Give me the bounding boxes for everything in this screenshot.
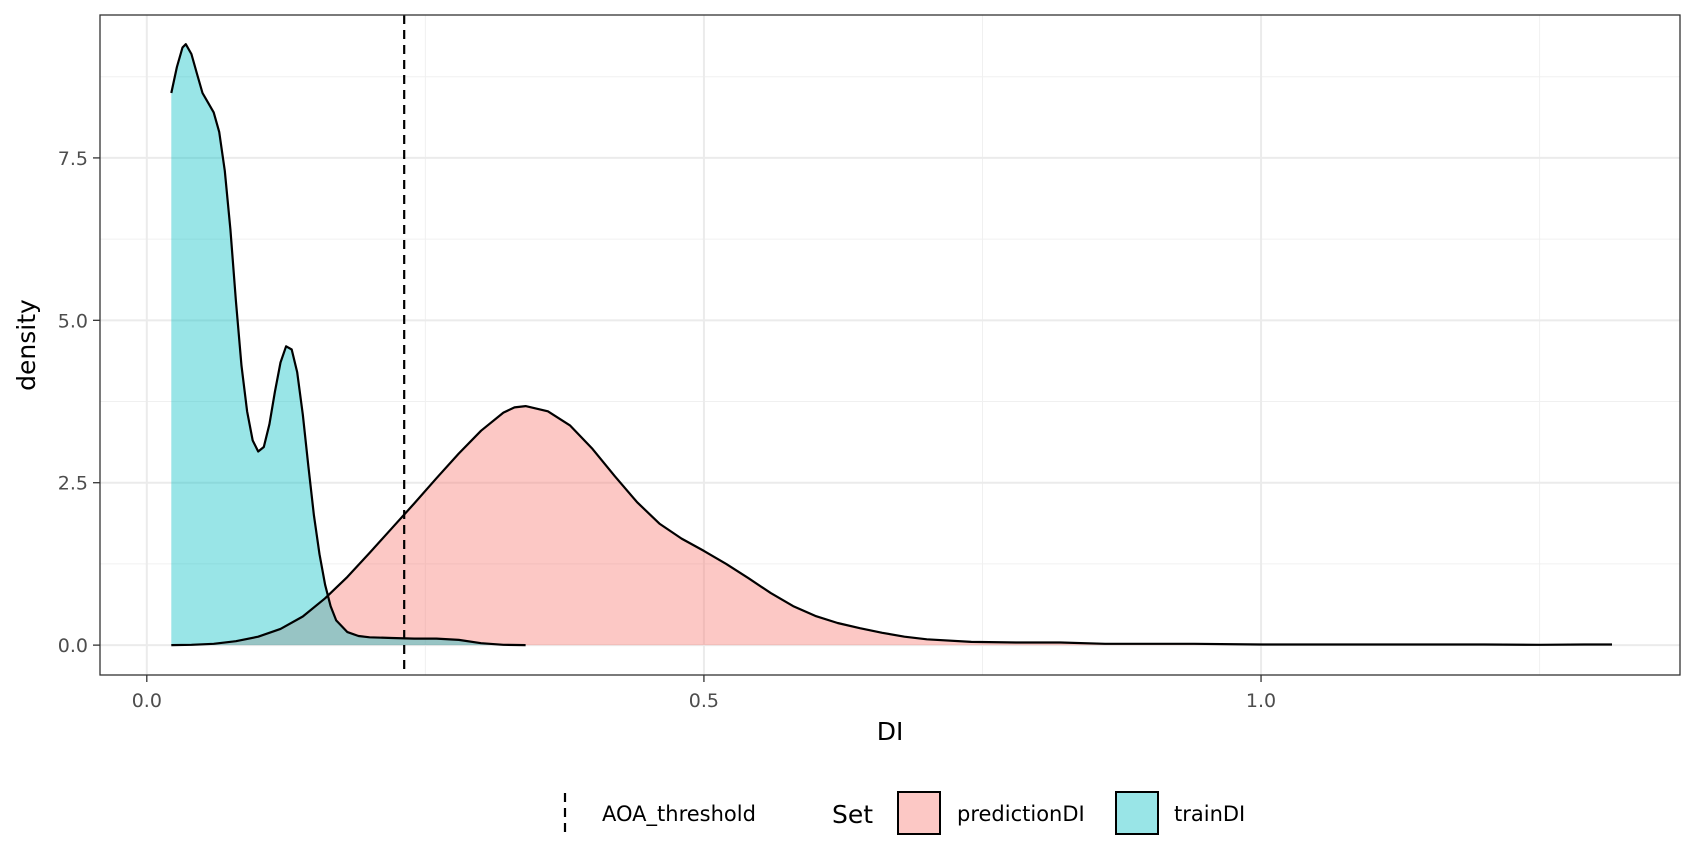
line-predictiondi xyxy=(171,405,1612,647)
legend-label-predictiondi: predictionDI xyxy=(957,802,1085,826)
panel-background xyxy=(100,15,1680,675)
y-tick-label: 7.5 xyxy=(58,148,88,170)
line-traindi xyxy=(170,43,526,647)
x-axis-title: DI xyxy=(877,717,904,746)
legend-title: Set xyxy=(832,800,873,829)
area-predictiondi xyxy=(171,406,1612,646)
y-axis-ticks: 0.0 2.5 5.0 7.5 xyxy=(58,148,100,657)
panel-border xyxy=(99,14,1681,676)
legend-threshold-label: AOA_threshold xyxy=(602,802,756,827)
y-tick-label: 0.0 xyxy=(58,635,88,657)
x-axis-ticks: 0.0 0.5 1.0 xyxy=(132,675,1276,712)
legend-label-traindi: trainDI xyxy=(1174,802,1245,826)
y-tick-label: 2.5 xyxy=(58,473,88,495)
x-tick-label: 1.0 xyxy=(1246,690,1276,712)
series-lines xyxy=(170,43,1612,647)
legend: AOA_threshold Set predictionDI trainDI xyxy=(563,791,1245,837)
area-traindi xyxy=(171,44,526,646)
y-axis-title: density xyxy=(12,299,41,391)
legend-key-traindi xyxy=(1115,791,1159,835)
legend-key-predictiondi xyxy=(897,791,941,835)
x-tick-label: 0.0 xyxy=(132,690,162,712)
y-tick-label: 5.0 xyxy=(58,310,88,332)
grid-major xyxy=(100,15,1680,675)
grid-minor xyxy=(100,15,1680,675)
x-tick-label: 0.5 xyxy=(689,690,719,712)
series-areas xyxy=(171,44,1612,646)
